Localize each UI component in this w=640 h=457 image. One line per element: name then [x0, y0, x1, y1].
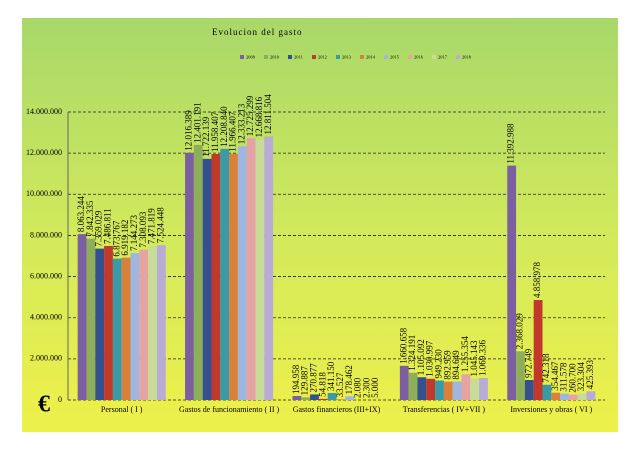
- chart-title: Evolucion del gasto: [212, 27, 303, 37]
- bar: [507, 166, 516, 400]
- legend-swatch: [456, 55, 460, 59]
- bar: [534, 300, 543, 400]
- y-tick-label: 4.000.000: [30, 313, 62, 322]
- legend-label: 2014: [366, 55, 376, 60]
- bar: [409, 373, 418, 400]
- legend-label: 2009: [246, 55, 256, 60]
- legend-label: 2016: [414, 55, 424, 60]
- legend-swatch: [384, 55, 388, 59]
- bar: [148, 246, 157, 400]
- legend-label: 2010: [270, 55, 280, 60]
- bar: [86, 239, 95, 400]
- legend-swatch: [408, 55, 412, 59]
- y-tick-label: 8.000.000: [30, 230, 62, 239]
- bar: [264, 136, 273, 400]
- y-tick-label: 10.000.000: [26, 189, 62, 198]
- bar: [426, 379, 435, 400]
- y-tick-label: 2.000.000: [30, 354, 62, 363]
- bar: [453, 382, 462, 400]
- legend-swatch: [432, 55, 436, 59]
- value-label: 11.392.988: [506, 123, 516, 164]
- y-tick-label: 12.000.000: [26, 148, 62, 157]
- x-tick-label: Transferencias ( IV+VII ): [403, 405, 486, 414]
- y-tick-label: 14.000.000: [26, 107, 62, 116]
- bar: [194, 145, 203, 400]
- bar: [417, 377, 426, 400]
- bar: [578, 393, 587, 400]
- legend-label: 2018: [462, 55, 472, 60]
- legend-swatch: [336, 55, 340, 59]
- legend-label: 2011: [294, 55, 303, 60]
- bar: [292, 396, 301, 400]
- bar: [229, 154, 238, 400]
- bar: [560, 394, 569, 400]
- y-axis-label: €: [38, 392, 50, 418]
- bar: [319, 399, 328, 400]
- value-label: 12.811.504: [263, 94, 273, 135]
- legend-swatch: [240, 55, 244, 59]
- bar: [139, 250, 148, 400]
- bar: [470, 378, 479, 400]
- bar: [104, 246, 113, 400]
- bar: [78, 234, 87, 400]
- x-tick-label: Inversiones y obras ( VI ): [510, 405, 592, 414]
- legend-label: 2012: [318, 55, 327, 60]
- value-label: 4.858.978: [532, 262, 542, 299]
- bar: [301, 397, 310, 400]
- bar: [462, 374, 471, 400]
- value-label: 425.393: [585, 359, 595, 389]
- legend-label: 2013: [342, 55, 352, 60]
- y-tick-label: 6.000.000: [30, 271, 62, 280]
- bar: [247, 138, 256, 400]
- bar: [122, 258, 131, 400]
- bar: [211, 154, 220, 400]
- legend-swatch: [312, 55, 316, 59]
- x-tick-label: Personal ( I ): [101, 405, 143, 414]
- value-label: 1.069.336: [478, 340, 488, 377]
- legend-swatch: [264, 55, 268, 59]
- bar: [220, 149, 229, 400]
- bar: [203, 159, 212, 400]
- bar: [551, 393, 560, 400]
- x-tick-label: Gastos financieros (III+IX): [293, 405, 381, 414]
- legend-swatch: [288, 55, 292, 59]
- bar: [525, 380, 534, 400]
- legend-swatch: [360, 55, 364, 59]
- bar: [435, 380, 444, 400]
- bar: [238, 146, 247, 400]
- bar: [587, 391, 596, 400]
- bar: [95, 249, 104, 400]
- bar: [185, 153, 194, 400]
- bar: [444, 382, 453, 400]
- bar: [337, 399, 346, 400]
- value-label: 7.524.448: [155, 207, 165, 244]
- y-tick-label: 0: [58, 395, 62, 404]
- bar: [157, 245, 166, 400]
- bar: [479, 378, 488, 400]
- bar: [113, 259, 122, 400]
- value-label: 5.000: [370, 377, 380, 398]
- bar: [256, 139, 265, 400]
- bar: [569, 395, 578, 400]
- legend-label: 2015: [390, 55, 400, 60]
- value-label: 2.368.029: [515, 313, 525, 350]
- value-label: 972.749: [523, 348, 533, 378]
- x-tick-label: Gastos de funcionamiento ( II ): [179, 405, 280, 414]
- bar: [131, 253, 140, 400]
- legend-label: 2017: [438, 55, 448, 60]
